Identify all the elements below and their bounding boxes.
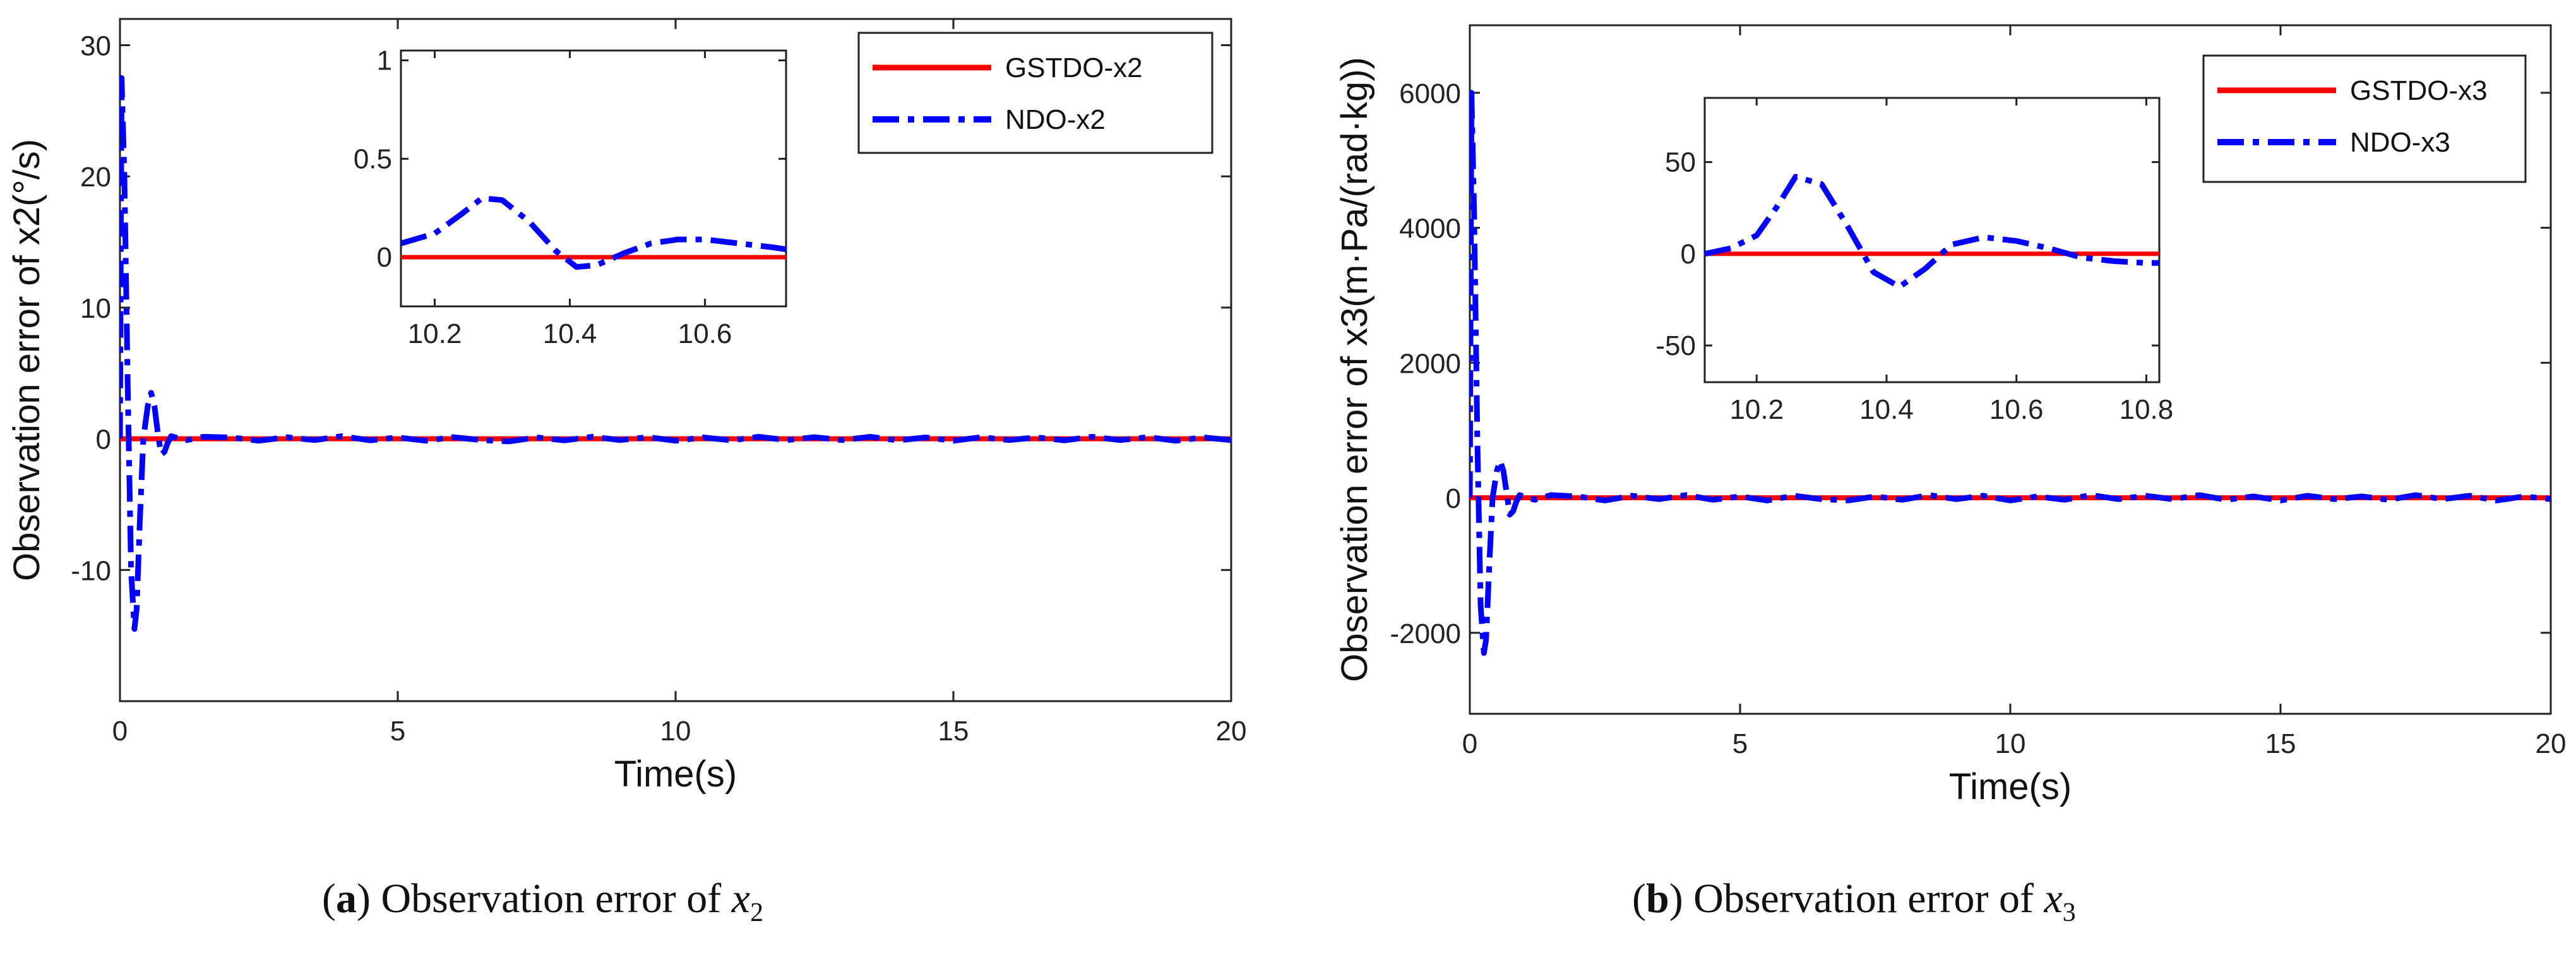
inset-y-tick-label: -50 [1655,330,1696,361]
x-tick-label: 0 [1462,728,1477,759]
y-tick-label: -2000 [1390,618,1461,649]
series-group [1470,90,2551,656]
inset-x-tick-label: 10.4 [543,318,597,349]
inset-x-tick-label: 10.4 [1859,394,1914,425]
y-tick-label: 0 [96,424,111,455]
inset-x-tick-label: 10.6 [1989,394,2044,425]
legend-box [857,32,1213,154]
x-tick-label: 15 [2265,728,2296,759]
inset-y-tick-label: 0.5 [354,143,392,174]
inset-x-tick-label: 10.2 [1729,394,1784,425]
y-tick-label: 20 [80,162,111,193]
inset-series-line-NDO-x2 [401,195,786,270]
inset-series-group [1705,174,2159,290]
inset-x-tick-label: 10.8 [2120,394,2174,425]
x-tick-label: 20 [2536,728,2567,759]
chart-b: 0 5 10 15 20 -2000 0 2000 4000 6000 Time(s) Observa… [1334,24,2567,807]
x-tick-label: 15 [938,716,969,747]
y-tick-label: 6000 [1399,78,1461,109]
y-axis-title: Observation error of x3(m·Pa/(rad·kg)) [1334,57,1375,682]
y-tick-label: 4000 [1399,214,1461,244]
x-tick-label: 10 [1995,728,2026,759]
inset-y-tick-label: 50 [1665,147,1696,178]
x-tick-label: 0 [112,716,128,747]
x-tick-label: 5 [1732,728,1748,759]
caption-a: (a) Observation error of x2 [322,876,764,928]
inset-frame [1703,97,2161,383]
series-line-NDO-x3 [1470,90,2551,656]
x-axis-title: Time(s) [1949,766,2072,807]
inset-y-tick-label: 1 [377,45,392,76]
inset-x-tick-label: 10.6 [678,318,732,349]
legend-label: NDO-x2 [1005,104,1106,135]
inset-series-line-NDO-x3 [1705,174,2159,290]
series-group [120,75,1231,632]
inset-series-group [401,195,786,270]
series-line-NDO-x2 [120,75,1231,632]
y-tick-label: 10 [80,293,111,324]
y-tick-label: 30 [80,31,111,62]
legend-label: NDO-x3 [2350,127,2450,158]
x-tick-label: 5 [390,716,405,747]
inset-y-tick-label: 0 [1681,239,1696,270]
y-tick-label: 2000 [1399,348,1461,379]
x-tick-label: 20 [1216,716,1247,747]
inset-x-tick-label: 10.2 [408,318,462,349]
inset-y-tick-label: 0 [377,242,392,273]
y-tick-label: -10 [71,555,111,586]
y-axis-title: Observation error of x2(°/s) [6,139,47,581]
caption-b: (b) Observation error of x3 [1632,876,2076,928]
legend-label: GSTDO-x2 [1005,52,1143,83]
legend-label: GSTDO-x3 [2350,75,2488,106]
x-axis-title: Time(s) [614,754,737,795]
legend-box [2202,54,2527,183]
y-tick-label: 0 [1446,483,1461,514]
x-tick-label: 10 [660,716,691,747]
inset-frame [400,49,787,308]
